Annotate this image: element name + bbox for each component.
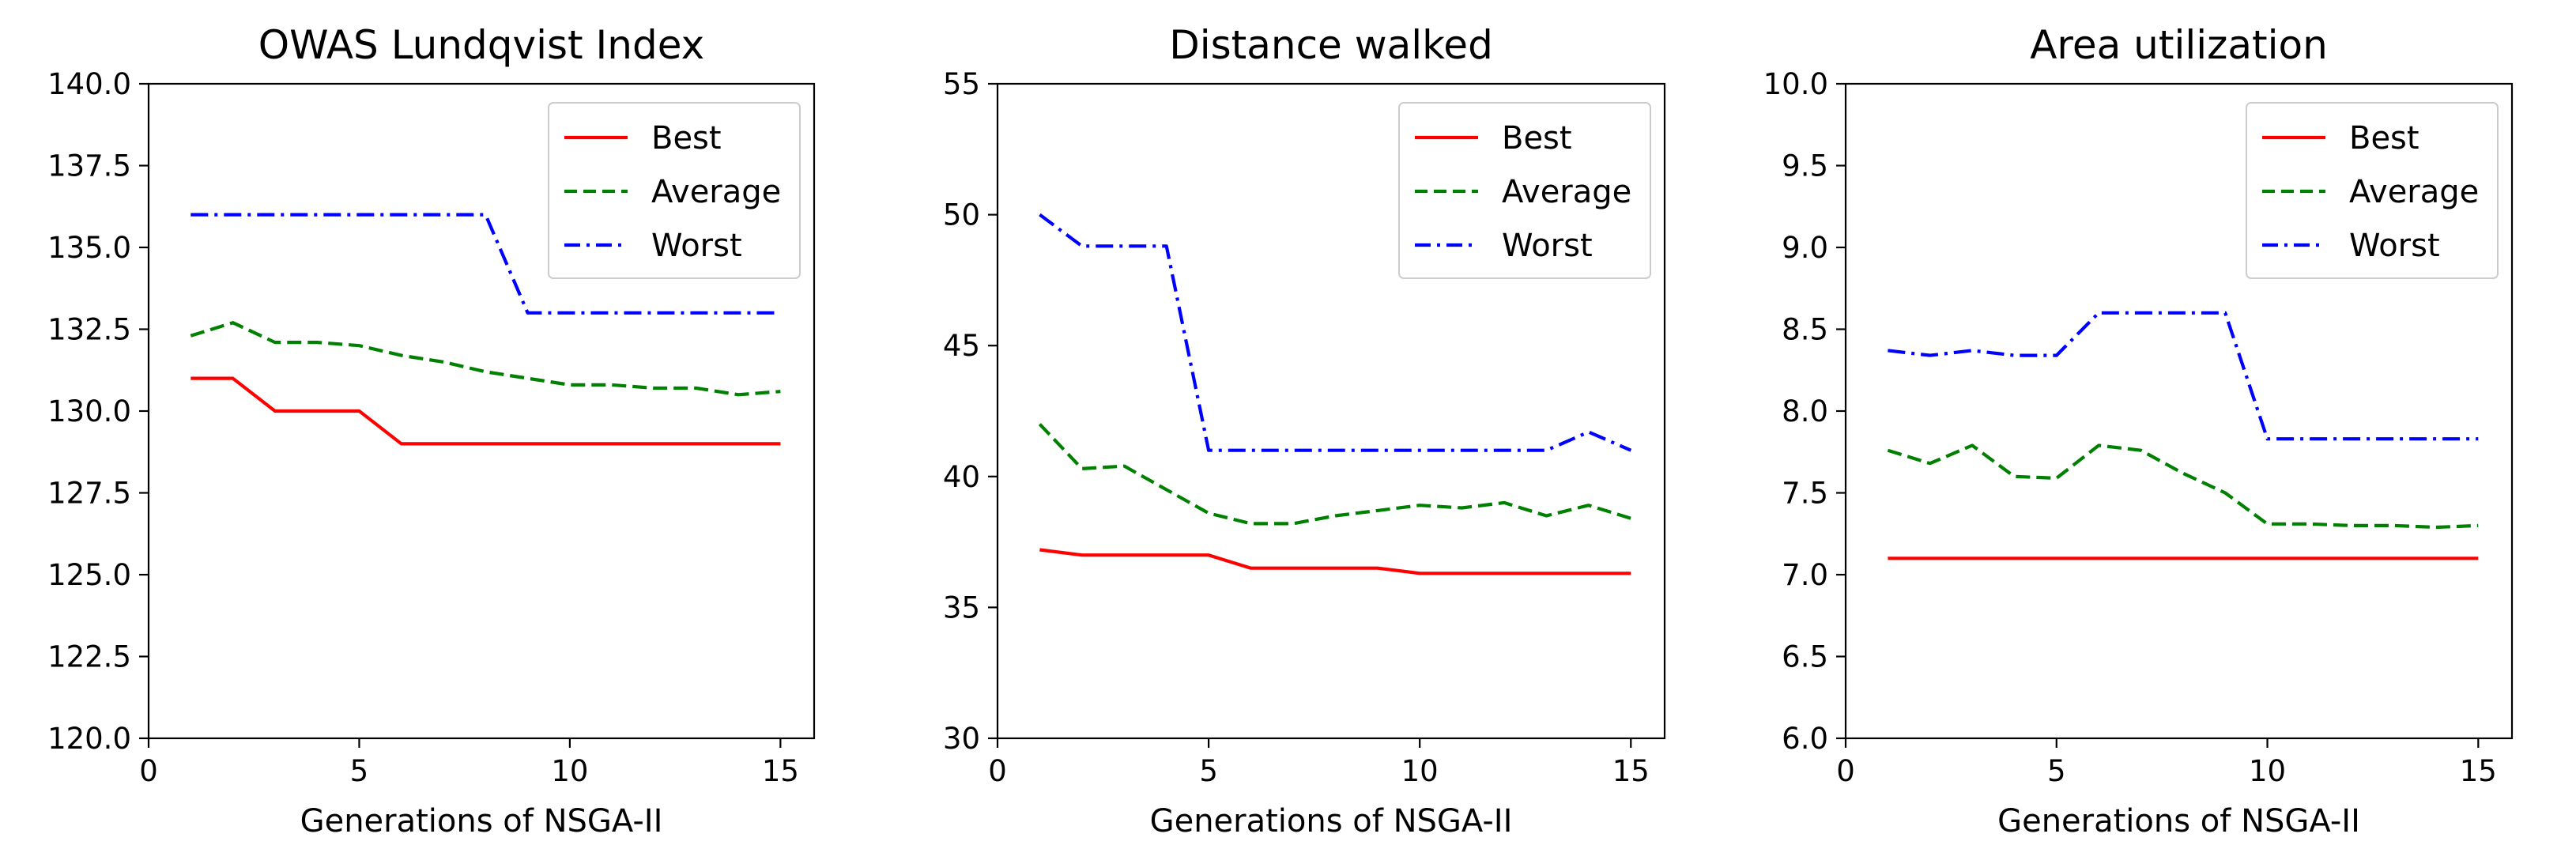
x-axis-label: Generations of NSGA-II <box>300 803 663 839</box>
series-line-best <box>190 376 781 446</box>
x-tick-label: 15 <box>1612 754 1650 788</box>
y-tick-label: 9.0 <box>1782 231 1828 265</box>
legend-label-worst: Worst <box>2349 228 2440 264</box>
legend-label-best: Best <box>651 120 722 157</box>
x-tick-label: 10 <box>1401 754 1439 788</box>
y-tick-label: 10.0 <box>1763 67 1828 101</box>
series-line-worst <box>1888 311 2479 441</box>
y-tick-label: 6.5 <box>1782 640 1828 674</box>
y-tick-label: 55 <box>943 67 980 101</box>
legend-label-average: Average <box>1502 174 1631 210</box>
y-tick-label: 120.0 <box>47 722 131 756</box>
y-tick-label: 7.0 <box>1782 558 1828 592</box>
series-line-best <box>1039 548 1631 575</box>
x-axis-label: Generations of NSGA-II <box>1997 803 2360 839</box>
y-tick-label: 122.5 <box>47 640 131 674</box>
x-tick-label: 10 <box>551 754 588 788</box>
legend-label-worst: Worst <box>1502 228 1593 264</box>
series-line-average <box>1038 423 1631 526</box>
chart-panel-3: Area utilization 0 5 10 15 6.0 6.5 7.0 7.5 8.0 8.5… <box>1763 22 2514 839</box>
x-tick-label: 0 <box>988 754 1007 788</box>
series-line-worst <box>190 213 781 315</box>
legend: Best Average Worst <box>1398 102 1651 279</box>
legend-label-worst: Worst <box>651 228 742 264</box>
chart-title: Distance walked <box>1169 22 1493 68</box>
x-tick-label: 15 <box>762 754 799 788</box>
x-tick-label: 10 <box>2249 754 2286 788</box>
chart-title: Area utilization <box>2030 22 2328 68</box>
legend-box <box>2246 102 2499 279</box>
plot-area <box>996 82 1666 740</box>
y-tick-label: 137.5 <box>47 149 131 183</box>
series-line-average <box>1887 443 2479 530</box>
series-line-worst <box>1039 213 1632 452</box>
y-tick-label: 40 <box>943 460 980 494</box>
x-axis-label: Generations of NSGA-II <box>1150 803 1513 839</box>
y-tick-label: 8.0 <box>1782 394 1828 428</box>
y-tick-label: 7.5 <box>1782 477 1828 511</box>
y-tick-label: 35 <box>943 590 980 624</box>
y-tick-label: 132.5 <box>47 313 131 347</box>
legend-label-average: Average <box>651 174 781 210</box>
x-tick-label: 5 <box>350 754 369 788</box>
x-tick-label: 0 <box>139 754 158 788</box>
x-tick-label: 0 <box>1836 754 1855 788</box>
chart-panel-2: Distance walked 0 5 10 15 30 35 40 45 50 55 Generat… <box>943 22 1666 839</box>
y-tick-label: 6.0 <box>1782 722 1828 756</box>
legend: Best Average Worst <box>548 102 801 279</box>
y-tick-label: 135.0 <box>47 231 131 265</box>
y-tick-label: 140.0 <box>47 67 131 101</box>
y-tick-label: 45 <box>943 329 980 363</box>
x-tick-label: 5 <box>1199 754 1218 788</box>
legend-label-best: Best <box>2349 120 2419 157</box>
y-tick-label: 130.0 <box>47 394 131 428</box>
legend: Best Average Worst <box>2246 102 2499 279</box>
y-tick-label: 9.5 <box>1782 149 1828 183</box>
legend-box <box>1398 102 1651 279</box>
y-tick-label: 30 <box>943 722 980 756</box>
legend-box <box>548 102 801 279</box>
x-tick-label: 15 <box>2460 754 2497 788</box>
y-tick-label: 125.0 <box>47 558 131 592</box>
legend-label-best: Best <box>1502 120 1572 157</box>
chart-title: OWAS Lundqvist Index <box>258 22 704 68</box>
legend-label-average: Average <box>2349 174 2479 210</box>
x-tick-label: 5 <box>2047 754 2066 788</box>
y-tick-label: 50 <box>943 198 980 232</box>
series-line-average <box>190 321 781 397</box>
y-tick-label: 8.5 <box>1782 313 1828 347</box>
chart-panel-1: OWAS Lundqvist Index 0 5 10 15 120.0 122.5 125.… <box>47 22 816 839</box>
y-tick-label: 127.5 <box>47 477 131 511</box>
